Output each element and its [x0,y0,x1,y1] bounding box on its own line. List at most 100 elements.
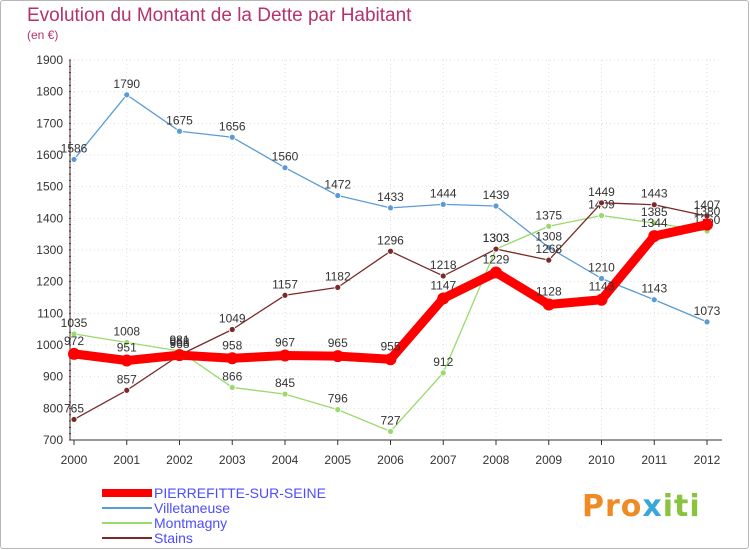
data-point [598,275,605,282]
data-point [279,349,291,362]
data-point [226,352,239,365]
data-point [123,386,131,394]
data-label: 1407 [694,198,721,212]
data-point [648,230,661,243]
data-point [228,133,236,141]
y-tick-label: 700 [43,433,63,447]
data-point [598,199,605,207]
data-label: 1375 [535,208,562,222]
data-label: 1147 [430,278,456,292]
data-point [545,222,553,230]
legend-label: Montmagny [154,515,227,531]
data-label: 1385 [641,205,668,219]
data-label: 1449 [588,185,615,199]
data-label: 981 [169,333,189,347]
x-tick-label: 2011 [641,453,667,467]
brand-logo: Proxiti [582,489,701,524]
legend-label: PIERREFITTE-SUR-SEINE [154,485,326,501]
data-point [650,219,658,227]
data-point [228,384,236,391]
brand-part-1: Pro [582,489,643,524]
data-point [490,266,502,279]
y-tick-label: 1700 [36,116,63,130]
data-point [439,369,447,377]
x-tick-label: 2010 [588,453,615,467]
data-label: 1586 [61,141,88,155]
data-point [176,127,183,135]
data-label: 1443 [641,187,668,201]
brand-part-3: iti [662,489,701,524]
y-tick-label: 1500 [36,180,63,194]
data-point [437,292,450,305]
y-tick-label: 900 [43,370,63,384]
data-point [68,347,80,360]
data-point [331,350,344,363]
brand-part-2: x [642,489,663,524]
data-label: 866 [222,369,242,383]
data-label: 958 [222,338,242,352]
data-point [595,293,608,306]
data-label: 967 [275,335,295,349]
data-point [492,202,500,210]
data-label: 765 [64,401,84,415]
data-label: 1433 [377,190,404,204]
data-label: 1210 [588,261,615,275]
data-point [334,283,342,291]
data-point [334,192,342,199]
data-point [545,256,553,264]
data-label: 951 [117,341,137,355]
data-label: 1472 [324,178,351,192]
data-label: 845 [275,376,295,390]
x-tick-label: 2006 [377,453,404,467]
data-point [542,298,555,311]
data-label: 1049 [219,311,246,325]
data-point [120,354,133,367]
data-label: 857 [117,372,137,386]
data-point [281,291,289,299]
data-point [281,390,289,398]
x-tick-label: 2001 [113,453,140,467]
chart-subtitle: (en €) [27,28,59,42]
data-label: 796 [328,392,348,406]
data-point [334,406,342,414]
data-label: 1296 [377,233,404,247]
data-point [387,247,394,255]
data-label: 1560 [272,150,299,164]
data-label: 1008 [113,324,140,338]
data-label: 1675 [166,113,193,127]
y-tick-label: 1800 [36,85,63,99]
data-label: 1656 [219,119,246,133]
y-tick-label: 1900 [36,53,63,67]
y-tick-label: 1400 [36,211,63,225]
data-label: 1143 [589,280,615,294]
data-point [228,326,236,333]
data-label: 1143 [641,282,667,296]
data-point [545,244,553,251]
data-point [384,353,397,366]
data-label: 1308 [535,229,562,243]
data-label: 1073 [694,304,721,318]
data-point [70,416,78,423]
y-tick-label: 1000 [36,338,63,352]
y-tick-label: 1100 [37,306,63,320]
data-point [701,218,713,231]
chart-title: Evolution du Montant de la Dette par Hab… [27,5,412,26]
data-point [123,339,131,346]
y-tick-label: 1300 [36,243,63,257]
data-label: 912 [433,355,453,369]
y-tick-label: 1600 [36,148,63,162]
data-label: 1790 [113,77,140,91]
data-point [173,349,186,362]
data-point [598,212,605,219]
data-point [650,201,658,209]
data-point [439,272,447,280]
data-label: 1303 [483,231,510,245]
data-point [70,330,78,338]
data-point [387,204,394,212]
x-tick-label: 2008 [483,453,510,467]
data-label: 1268 [535,242,562,256]
legend-label: Villetaneuse [154,500,230,516]
data-label: 955 [380,339,400,353]
